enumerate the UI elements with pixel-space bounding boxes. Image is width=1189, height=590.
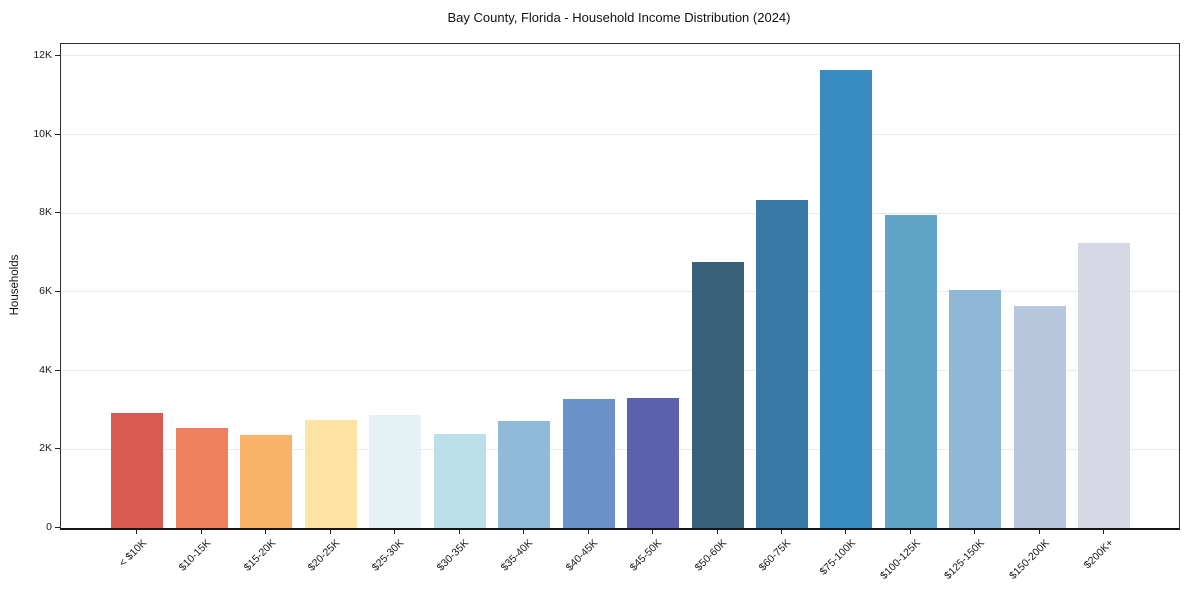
x-tick-mark — [845, 529, 847, 534]
y-tick-mark — [55, 290, 60, 292]
y-tick-label: 2K — [39, 442, 52, 455]
gridline — [61, 134, 1179, 136]
x-tick-label: $75-100K — [817, 537, 858, 578]
plot-area — [60, 43, 1180, 530]
x-tick-mark — [652, 529, 654, 534]
x-tick-label: $125-150K — [942, 537, 987, 582]
y-tick-mark — [55, 54, 60, 56]
bar-50-60k — [691, 262, 744, 528]
y-tick-mark — [55, 527, 60, 528]
y-tick-label: 0 — [46, 521, 52, 533]
x-tick-label: $15-20K — [241, 537, 278, 574]
bar-35-40k — [498, 420, 551, 528]
x-tick-label: $25-30K — [370, 537, 407, 574]
x-tick-label: < $10K — [116, 537, 149, 570]
x-tick-mark — [523, 529, 525, 534]
x-tick-mark — [136, 529, 138, 534]
x-tick-mark — [909, 529, 911, 534]
bar-125-150k — [949, 289, 1002, 528]
bar-100-125k — [884, 215, 937, 528]
bar-75-100k — [820, 69, 873, 528]
x-tick-mark — [587, 529, 589, 534]
x-tick-mark — [394, 529, 396, 534]
bar-25-30k — [369, 414, 422, 528]
x-tick-label: $200K+ — [1081, 537, 1116, 572]
x-tick-mark — [1038, 529, 1040, 534]
x-tick-mark — [716, 529, 718, 534]
x-tick-label: $20-25K — [305, 537, 343, 574]
gridline — [61, 212, 1179, 214]
x-tick-label: $30-35K — [434, 537, 472, 574]
gridline — [61, 291, 1179, 293]
x-tick-label: $10-15K — [176, 537, 214, 574]
x-tick-mark — [781, 529, 782, 534]
bar-10-15k — [175, 428, 228, 528]
chart-title: Bay County, Florida - Household Income D… — [447, 10, 791, 25]
gridline — [61, 448, 1179, 450]
bar-30-35k — [433, 433, 486, 528]
gridline — [61, 370, 1179, 372]
bar-200k — [1078, 242, 1131, 528]
y-tick-mark — [55, 448, 60, 450]
bar-60-75k — [756, 200, 808, 528]
bar-40-45k — [562, 398, 615, 528]
x-tick-label: $60-75K — [756, 537, 794, 574]
x-tick-mark — [974, 529, 976, 534]
x-tick-label: $40-45K — [563, 537, 601, 574]
x-tick-mark — [200, 529, 202, 534]
gridline — [61, 55, 1179, 57]
bar-45-50k — [627, 397, 680, 528]
bar-10k — [111, 412, 164, 528]
bar-15-20k — [240, 434, 293, 528]
x-tick-mark — [329, 529, 331, 534]
x-tick-label: $100-125K — [877, 537, 923, 582]
y-tick-mark — [55, 212, 60, 214]
y-tick-label: 4K — [39, 363, 52, 376]
x-tick-mark — [1103, 529, 1105, 534]
x-tick-mark — [458, 529, 460, 534]
bar-150-200k — [1013, 305, 1066, 528]
bar-20-25k — [304, 419, 357, 528]
y-tick-mark — [55, 133, 60, 135]
x-tick-label: $45-50K — [627, 537, 665, 574]
x-tick-label: $50-60K — [692, 537, 730, 574]
y-tick-label: 10K — [33, 127, 52, 140]
x-tick-mark — [265, 529, 267, 534]
y-tick-label: 8K — [39, 206, 52, 219]
y-tick-label: 12K — [33, 48, 52, 61]
x-tick-label: $35-40K — [499, 537, 536, 574]
y-tick-label: 6K — [39, 284, 52, 297]
y-tick-mark — [55, 369, 60, 371]
x-tick-label: $150-200K — [1006, 537, 1052, 582]
